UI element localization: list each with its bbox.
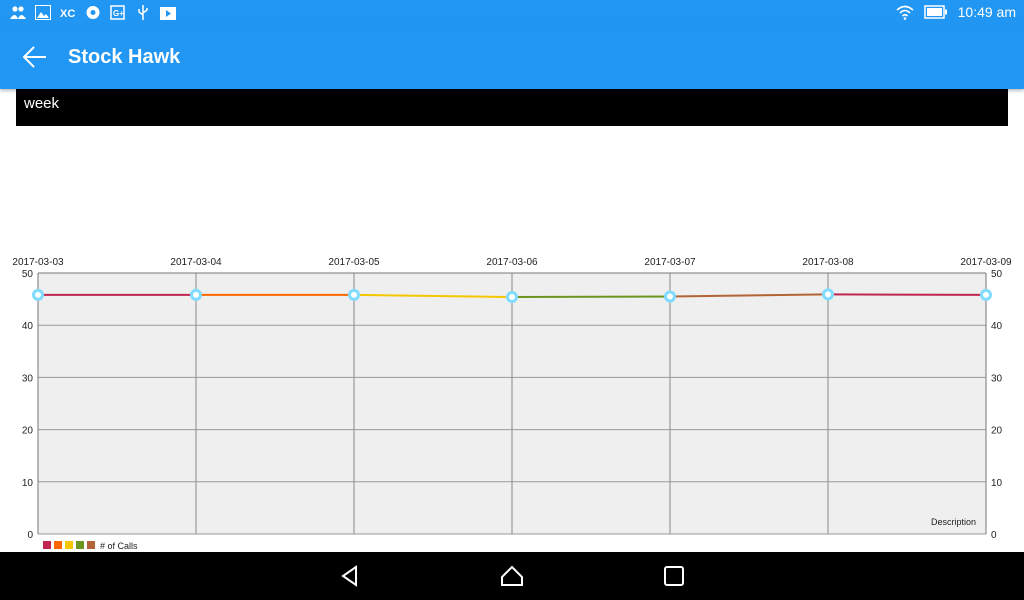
gear-badge-icon	[86, 6, 100, 19]
y-tick-label-left: 20	[22, 426, 34, 437]
series-segment	[669, 293, 829, 298]
app-bar: Stock Hawk	[0, 25, 1024, 89]
play-store-icon	[160, 7, 176, 20]
y-tick-label-right: 0	[991, 530, 997, 541]
period-banner: week	[16, 89, 1008, 126]
data-point-hole	[667, 293, 673, 300]
x-tick-label: 2017-03-08	[802, 257, 854, 268]
series-segment	[511, 295, 671, 299]
chart-description: Description	[931, 517, 976, 527]
x-tick-label: 2017-03-09	[960, 257, 1012, 268]
period-label: week	[24, 95, 60, 112]
back-triangle-icon[interactable]	[338, 564, 362, 588]
y-tick-label-right: 50	[991, 269, 1003, 280]
y-tick-label-right: 30	[991, 373, 1003, 384]
svg-text:G+: G+	[113, 9, 124, 18]
x-tick-label: 2017-03-05	[328, 257, 380, 268]
arrow-back-icon[interactable]	[22, 45, 48, 69]
y-tick-label-left: 50	[22, 269, 34, 280]
x-tick-label: 2017-03-03	[12, 257, 64, 268]
data-point-hole	[193, 291, 199, 298]
navigation-bar	[0, 552, 1024, 600]
contacts-icon	[10, 6, 26, 19]
svg-text:XC: XC	[60, 8, 75, 20]
home-icon[interactable]	[500, 564, 524, 588]
legend-swatch	[76, 541, 84, 549]
x-tick-label: 2017-03-04	[170, 257, 222, 268]
recents-icon[interactable]	[662, 564, 686, 588]
y-tick-label-right: 40	[991, 321, 1003, 332]
image-icon	[35, 5, 51, 20]
wifi-icon	[896, 5, 914, 20]
y-tick-label-left: 40	[22, 321, 34, 332]
y-tick-label-right: 10	[991, 478, 1003, 489]
data-point-hole	[509, 294, 515, 301]
status-time: 10:49 am	[957, 4, 1016, 20]
legend-label: # of Calls	[100, 541, 138, 550]
data-point-hole	[983, 291, 989, 298]
y-tick-label-left: 0	[27, 530, 33, 541]
series-segment	[827, 293, 987, 296]
x-tick-label: 2017-03-07	[644, 257, 696, 268]
gplus-icon: G+	[110, 5, 125, 20]
status-bar: XC G+ 10:49 am	[0, 0, 1024, 25]
xc-icon: XC	[60, 8, 75, 20]
data-point-hole	[351, 291, 357, 298]
y-tick-label-left: 10	[22, 478, 34, 489]
y-tick-label-right: 20	[991, 426, 1003, 437]
battery-icon	[923, 5, 947, 19]
legend-swatch	[65, 541, 73, 549]
legend-swatch	[43, 541, 51, 549]
legend-swatch	[54, 541, 62, 549]
series-segment	[353, 293, 513, 299]
data-point-hole	[825, 291, 831, 298]
legend-swatch	[87, 541, 95, 549]
page-title: Stock Hawk	[68, 46, 181, 68]
x-tick-label: 2017-03-06	[486, 257, 538, 268]
usb-icon	[138, 5, 148, 20]
data-point-hole	[35, 291, 41, 298]
y-tick-label-left: 30	[22, 373, 34, 384]
